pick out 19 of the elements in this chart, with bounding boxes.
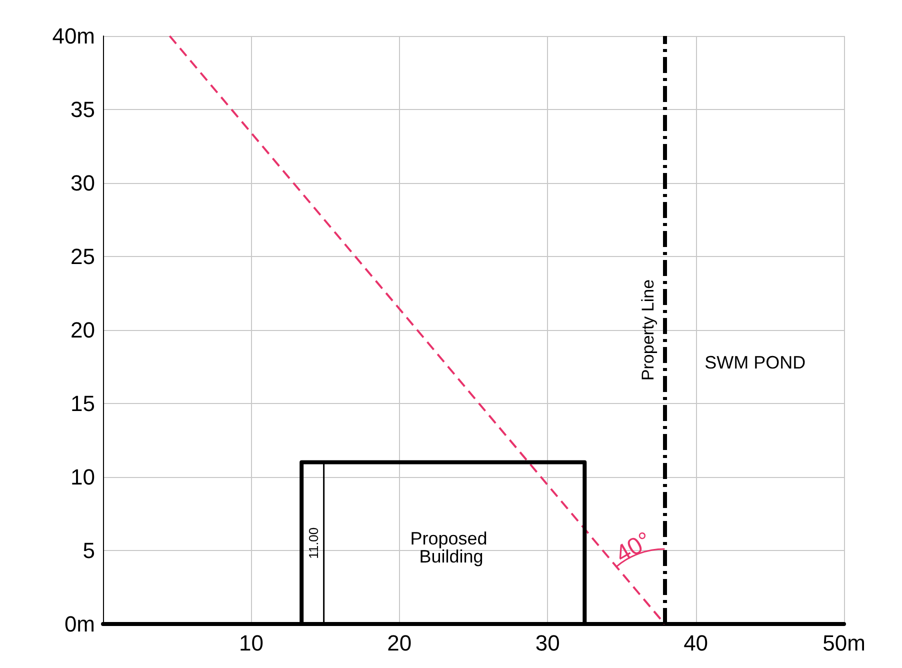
x-tick-label: 10: [238, 630, 264, 656]
x-tick-label: 30: [535, 630, 560, 656]
y-tick-label: 15: [70, 391, 95, 416]
y-tick-label: 25: [70, 244, 95, 269]
y-tick-label: 20: [70, 318, 95, 342]
annotation: SWM POND: [704, 352, 806, 372]
y-tick-label: 30: [70, 170, 95, 196]
y-tick-label: 35: [70, 97, 95, 122]
y-tick-label: 0m: [64, 612, 95, 636]
y-tick-label: 40m: [52, 24, 95, 48]
y-tick-label: 10: [70, 464, 95, 490]
ref-line-label: Property Line: [638, 279, 658, 381]
annotation: 11.00: [306, 527, 321, 559]
x-tick-label: 50m: [822, 630, 866, 656]
annotation: Proposed Building: [410, 528, 492, 567]
x-tick-label: 40: [684, 630, 708, 656]
x-tick-label: 20: [387, 630, 412, 656]
y-tick-label: 5: [82, 538, 95, 563]
annotation: 40°: [611, 526, 656, 568]
